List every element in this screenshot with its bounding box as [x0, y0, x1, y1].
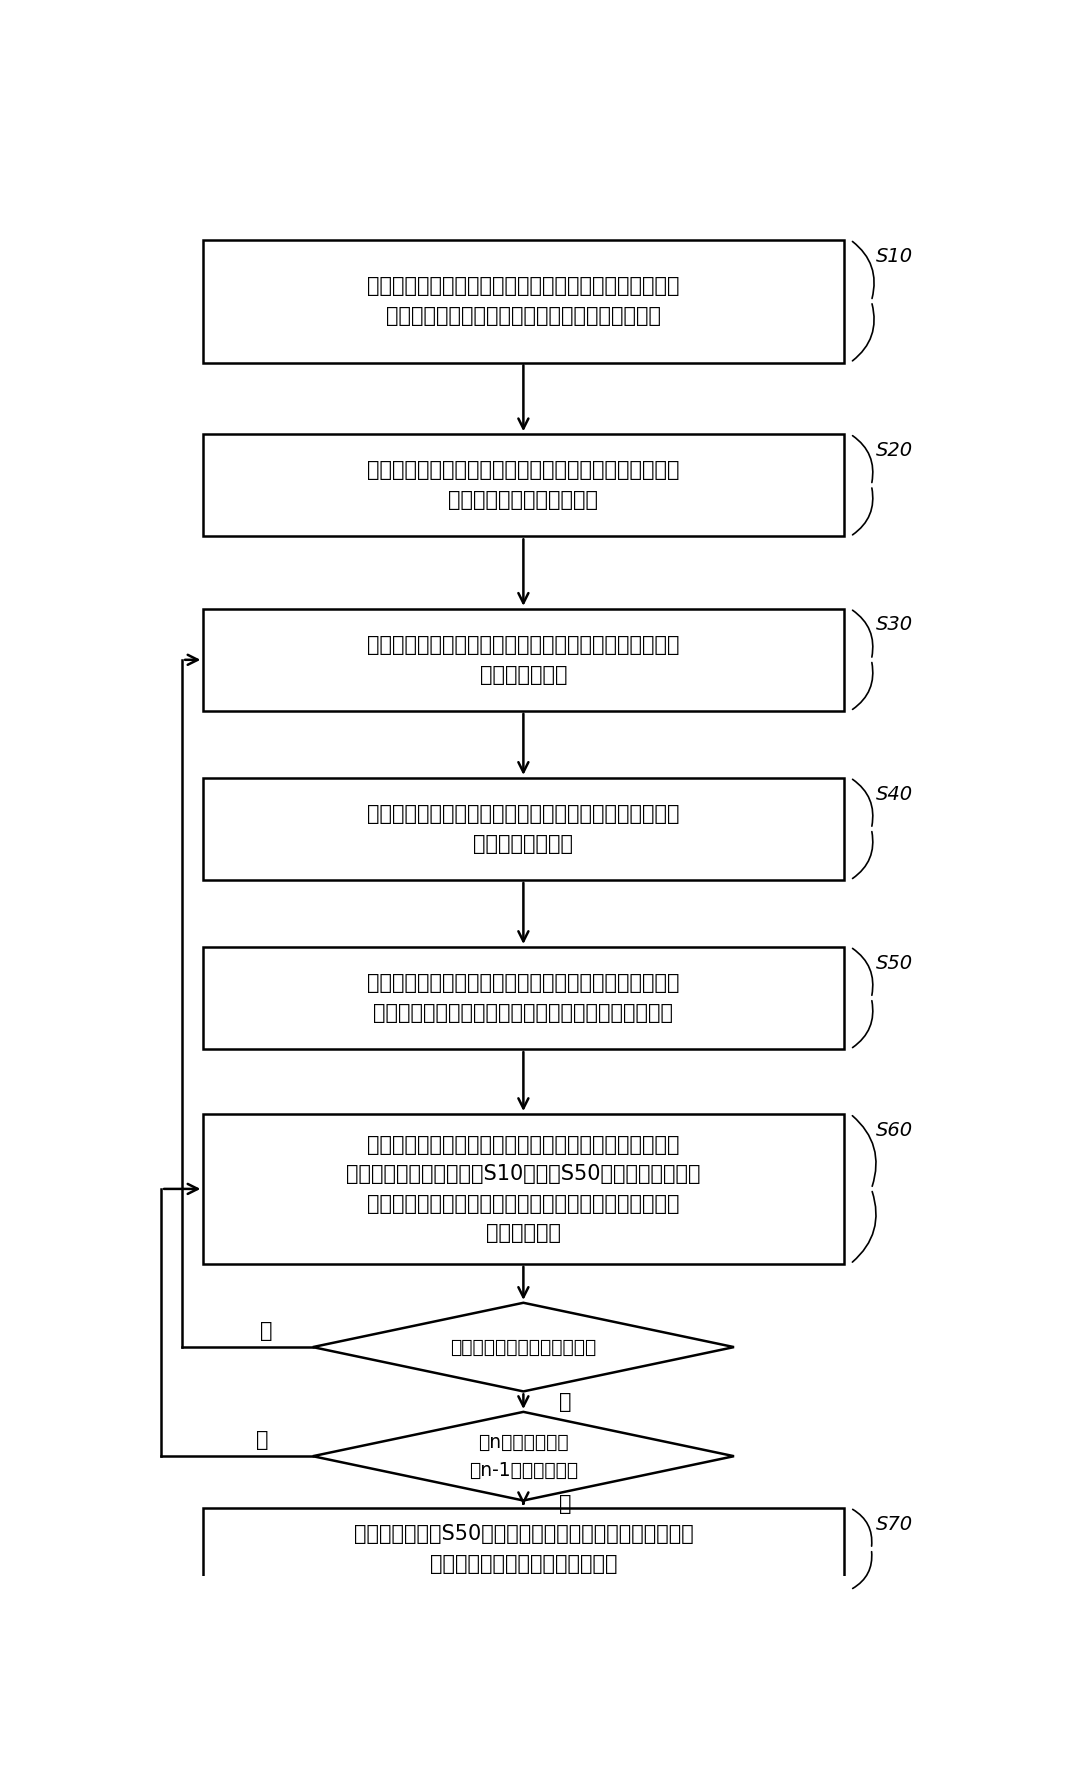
FancyBboxPatch shape — [203, 609, 844, 710]
Text: 否: 否 — [257, 1429, 268, 1450]
FancyBboxPatch shape — [203, 434, 844, 537]
Text: 是: 是 — [560, 1495, 572, 1514]
Text: S40: S40 — [875, 785, 913, 804]
Text: S50: S50 — [875, 953, 913, 972]
Text: S60: S60 — [875, 1121, 913, 1141]
Text: 由待测天线的平面波谱的可信谱域经过傅里叶变换得到待
测天线的口径电场: 由待测天线的平面波谱的可信谱域经过傅里叶变换得到待 测天线的口径电场 — [367, 804, 679, 854]
Text: S30: S30 — [875, 616, 913, 634]
FancyBboxPatch shape — [203, 947, 844, 1048]
Text: S10: S10 — [875, 246, 913, 266]
Text: 由待测天线的发射谱和谱域滤波函数计算待测天线的平面
波谱的可信谱域: 由待测天线的发射谱和谱域滤波函数计算待测天线的平面 波谱的可信谱域 — [367, 636, 679, 685]
FancyBboxPatch shape — [203, 1509, 844, 1590]
Polygon shape — [313, 1411, 734, 1500]
Text: 第n次迭代误差＞
第n-1次迭代误差？: 第n次迭代误差＞ 第n-1次迭代误差？ — [468, 1433, 578, 1481]
Text: S20: S20 — [875, 441, 913, 460]
Text: 探头设置在与平面天线平行的扫描面上，根据探头接收到
的电场通过逆傅里叶变换得到探头输出的平面波谱: 探头设置在与平面天线平行的扫描面上，根据探头接收到 的电场通过逆傅里叶变换得到探… — [367, 276, 679, 326]
Text: 进行探头修正，这是指由探头的发射谱和探头输出的平面
波谱得到待测天线的发射谱: 进行探头修正，这是指由探头的发射谱和探头输出的平面 波谱得到待测天线的发射谱 — [367, 460, 679, 510]
Text: S70: S70 — [875, 1514, 913, 1534]
Text: 在待测天线与扫描面之间设置一行或一列探头，引入额外
的行或列测量，重复步骤S10至步骤S50计算位于额外的行
或列探头位置的电场；每一次进行额外的行或列测量都计: 在待测天线与扫描面之间设置一行或一列探头，引入额外 的行或列测量，重复步骤S10… — [346, 1135, 701, 1243]
FancyBboxPatch shape — [203, 239, 844, 363]
Polygon shape — [313, 1303, 734, 1392]
Text: 迭代终止；步骤S50中计算出的待测天线的平面波谱的标量
形式就作为待测天线的远场方向图: 迭代终止；步骤S50中计算出的待测天线的平面波谱的标量 形式就作为待测天线的远场… — [353, 1525, 694, 1574]
Text: 计算了两次以上的迭代误差？: 计算了两次以上的迭代误差？ — [450, 1337, 597, 1357]
Text: 由待测天线的口径电场通过逆傅里叶变换得到待测天线的
平面波谱的标量形式以及待测天线与扫描面之间的电场: 由待测天线的口径电场通过逆傅里叶变换得到待测天线的 平面波谱的标量形式以及待测天… — [367, 974, 679, 1024]
Text: 否: 否 — [260, 1321, 273, 1341]
FancyBboxPatch shape — [203, 1114, 844, 1264]
Text: 是: 是 — [560, 1392, 572, 1411]
FancyBboxPatch shape — [203, 777, 844, 880]
